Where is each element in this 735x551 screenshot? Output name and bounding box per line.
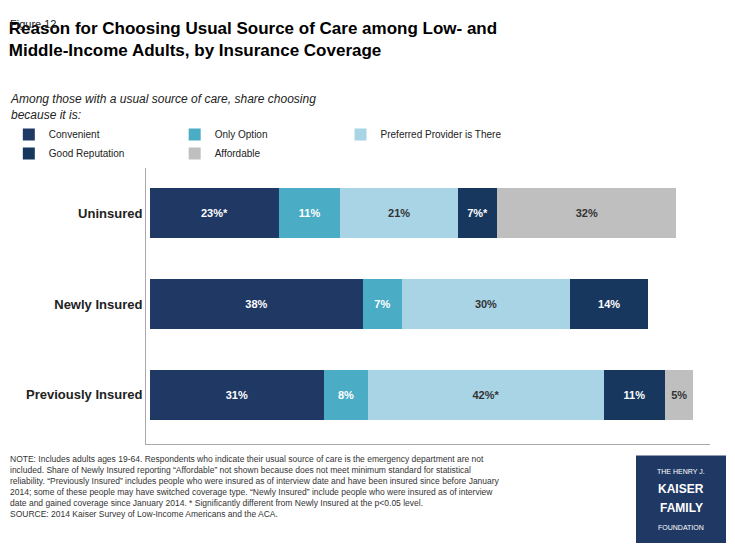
svg-text:Affordable: Affordable: [215, 148, 261, 159]
svg-text:Convenient: Convenient: [49, 129, 100, 140]
svg-text:30%: 30%: [475, 298, 497, 310]
svg-text:Newly Insured: Newly Insured: [54, 297, 142, 312]
svg-text:7%*: 7%*: [467, 207, 488, 219]
svg-text:11%: 11%: [299, 207, 321, 219]
svg-text:38%: 38%: [245, 298, 267, 310]
svg-text:Good Reputation: Good Reputation: [49, 148, 125, 159]
svg-text:31%: 31%: [226, 389, 248, 401]
svg-text:NOTE: Includes adults ages 19-: NOTE: Includes adults ages 19-64. Respon…: [10, 454, 500, 519]
svg-text:32%: 32%: [576, 207, 598, 219]
svg-text:Uninsured: Uninsured: [78, 206, 142, 221]
svg-text:KAISER: KAISER: [658, 482, 704, 496]
svg-text:Only Option: Only Option: [215, 129, 268, 140]
svg-text:5%: 5%: [671, 389, 687, 401]
svg-text:Among those with a usual sourc: Among those with a usual source of care,…: [10, 92, 316, 122]
svg-text:THE HENRY J.: THE HENRY J.: [657, 468, 705, 475]
svg-text:8%: 8%: [338, 389, 354, 401]
svg-text:11%: 11%: [624, 389, 646, 401]
svg-text:7%: 7%: [374, 298, 390, 310]
svg-text:Reason for Choosing Usual Sour: Reason for Choosing Usual Source of Care…: [9, 19, 497, 60]
svg-text:23%*: 23%*: [201, 207, 228, 219]
svg-text:Previously Insured: Previously Insured: [26, 387, 142, 402]
svg-text:Preferred Provider is There: Preferred Provider is There: [381, 129, 502, 140]
svg-text:FAMILY: FAMILY: [660, 501, 703, 515]
svg-text:FOUNDATION: FOUNDATION: [658, 524, 704, 531]
svg-text:14%: 14%: [598, 298, 620, 310]
svg-text:Figure 12: Figure 12: [10, 18, 56, 30]
svg-text:21%: 21%: [388, 207, 410, 219]
svg-text:42%*: 42%*: [472, 389, 499, 401]
